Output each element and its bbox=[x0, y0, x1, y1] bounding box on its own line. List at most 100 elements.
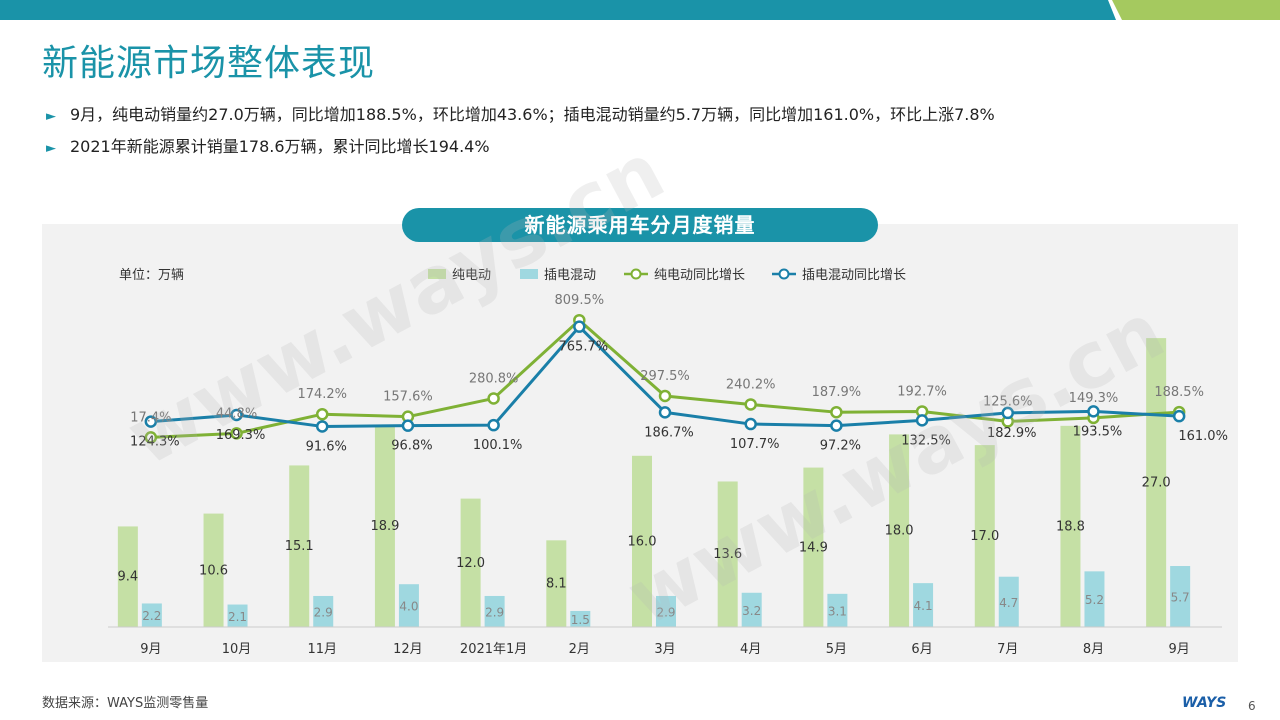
x-tick-label: 8月 bbox=[1083, 642, 1104, 657]
x-tick-label: 9月 bbox=[140, 642, 161, 657]
phev-growth-label: 97.2% bbox=[820, 439, 861, 454]
bev-bar bbox=[117, 526, 138, 627]
phev-growth-label: 765.7% bbox=[559, 340, 609, 355]
phev-bar bbox=[313, 595, 334, 627]
phev-growth-label: 91.6% bbox=[306, 439, 347, 454]
phev-growth-label: 186.7% bbox=[644, 425, 694, 440]
phev-value-label: 1.5 bbox=[571, 613, 590, 627]
bev-bar bbox=[1060, 425, 1081, 627]
phev-growth-point bbox=[830, 419, 843, 432]
phev-value-label: 2.1 bbox=[228, 610, 247, 624]
bev-value-label: 16.0 bbox=[628, 534, 657, 549]
phev-growth-point bbox=[315, 420, 329, 433]
bev-value-label: 18.9 bbox=[370, 519, 399, 534]
bev-growth-label: 187.9% bbox=[812, 385, 862, 400]
legend-label-4: 插电混动同比增长 bbox=[802, 268, 906, 283]
phev-growth-point bbox=[1001, 406, 1015, 420]
phev-growth-point bbox=[744, 417, 757, 431]
bev-growth-label: 188.5% bbox=[1154, 385, 1204, 400]
phev-growth-label: 169.3% bbox=[216, 428, 266, 443]
bev-growth-label: 240.2% bbox=[726, 377, 776, 392]
bev-value-label: 18.8 bbox=[1056, 519, 1085, 534]
phev-growth-point bbox=[487, 418, 500, 432]
bev-value-label: 12.0 bbox=[456, 556, 485, 571]
page-number: 6 bbox=[1248, 699, 1256, 713]
phev-growth-point bbox=[144, 415, 158, 428]
bev-bar bbox=[632, 455, 652, 627]
phev-bar bbox=[570, 610, 591, 627]
phev-value-label: 4.7 bbox=[999, 596, 1018, 610]
phev-value-label: 2.9 bbox=[314, 605, 333, 619]
x-tick-label: 9月 bbox=[1169, 642, 1190, 657]
phev-bar bbox=[141, 603, 162, 627]
bullet-2-text: 2021年新能源累计销量178.6万辆，累计同比增长194.4% bbox=[70, 137, 490, 156]
phev-bar bbox=[741, 592, 762, 627]
top-decor-bar bbox=[0, 0, 1280, 20]
bullet-1: ► 9月，纯电动销量约27.0万辆，同比增加188.5%，环比增加43.6%；插电… bbox=[46, 101, 995, 125]
x-tick-label: 6月 bbox=[911, 642, 932, 657]
legend-label-2: 插电混动 bbox=[544, 268, 596, 283]
phev-value-label: 4.0 bbox=[399, 600, 418, 614]
phev-value-label: 5.7 bbox=[1171, 591, 1190, 605]
phev-growth-label: 161.0% bbox=[1178, 429, 1228, 444]
source-note: 数据来源：WAYS监测零售量 bbox=[42, 696, 209, 711]
phev-value-label: 3.2 bbox=[742, 604, 761, 618]
phev-value-label: 4.1 bbox=[914, 599, 933, 613]
phev-bar bbox=[398, 584, 419, 627]
bev-bar bbox=[803, 467, 824, 627]
bullet-arrow-icon: ► bbox=[46, 141, 56, 156]
phev-value-label: 2.2 bbox=[142, 609, 161, 623]
bev-growth-point bbox=[830, 405, 843, 419]
unit-label: 单位：万辆 bbox=[119, 268, 184, 283]
bev-value-label: 27.0 bbox=[1142, 476, 1171, 491]
phev-growth-point bbox=[915, 414, 929, 427]
phev-growth-label: 193.5% bbox=[1073, 424, 1123, 439]
phev-growth-point bbox=[658, 406, 672, 419]
bev-growth-label: 280.8% bbox=[469, 371, 519, 386]
phev-growth-label: 100.1% bbox=[473, 438, 523, 453]
bev-value-label: 13.6 bbox=[713, 547, 742, 562]
phev-value-label: 2.9 bbox=[656, 605, 675, 619]
x-tick-label: 2021年1月 bbox=[460, 642, 527, 657]
phev-value-label: 5.2 bbox=[1085, 593, 1104, 607]
x-tick-label: 7月 bbox=[997, 642, 1018, 657]
phev-growth-point bbox=[573, 320, 586, 333]
legend-swatch-2 bbox=[520, 269, 538, 279]
bev-bar bbox=[460, 498, 481, 627]
bev-growth-label: 174.2% bbox=[297, 387, 347, 402]
bev-growth-point bbox=[658, 389, 672, 403]
bev-growth-label: 297.5% bbox=[640, 369, 690, 384]
x-tick-label: 10月 bbox=[222, 642, 252, 657]
bev-growth-point bbox=[315, 407, 329, 421]
bev-growth-label: 44.8% bbox=[216, 406, 257, 421]
bev-bar bbox=[974, 445, 995, 627]
x-tick-label: 2月 bbox=[569, 642, 590, 657]
phev-bar bbox=[227, 604, 248, 627]
phev-growth-point bbox=[230, 408, 243, 422]
phev-growth-label: 182.9% bbox=[987, 426, 1037, 441]
bev-value-label: 14.9 bbox=[799, 540, 828, 555]
phev-bar bbox=[484, 595, 505, 627]
phev-growth-point bbox=[1087, 405, 1100, 418]
bev-growth-label: 17.4% bbox=[130, 410, 171, 425]
phev-growth-label: 107.7% bbox=[730, 437, 780, 452]
phev-growth-label: 124.3% bbox=[130, 435, 180, 450]
x-tick-label: 3月 bbox=[654, 642, 675, 657]
bev-bar bbox=[1146, 338, 1167, 627]
bev-growth-point bbox=[144, 431, 158, 444]
bev-bar bbox=[289, 465, 310, 627]
legend-label-1: 纯电动 bbox=[452, 268, 491, 283]
phev-growth-label: 96.8% bbox=[391, 439, 432, 454]
bev-value-label: 17.0 bbox=[970, 529, 999, 544]
bev-bar bbox=[203, 513, 224, 627]
bev-bar bbox=[717, 481, 738, 627]
bev-growth-point bbox=[487, 392, 500, 405]
phev-bar bbox=[827, 593, 848, 627]
bullet-2: ► 2021年新能源累计销量178.6万辆，累计同比增长194.4% bbox=[46, 133, 490, 157]
phev-bar bbox=[998, 576, 1019, 627]
legend-marker-3 bbox=[630, 268, 642, 280]
legend-label-3: 纯电动同比增长 bbox=[654, 268, 745, 283]
bev-growth-label: 157.6% bbox=[383, 390, 433, 405]
bev-growth-label: 149.3% bbox=[1069, 391, 1119, 406]
